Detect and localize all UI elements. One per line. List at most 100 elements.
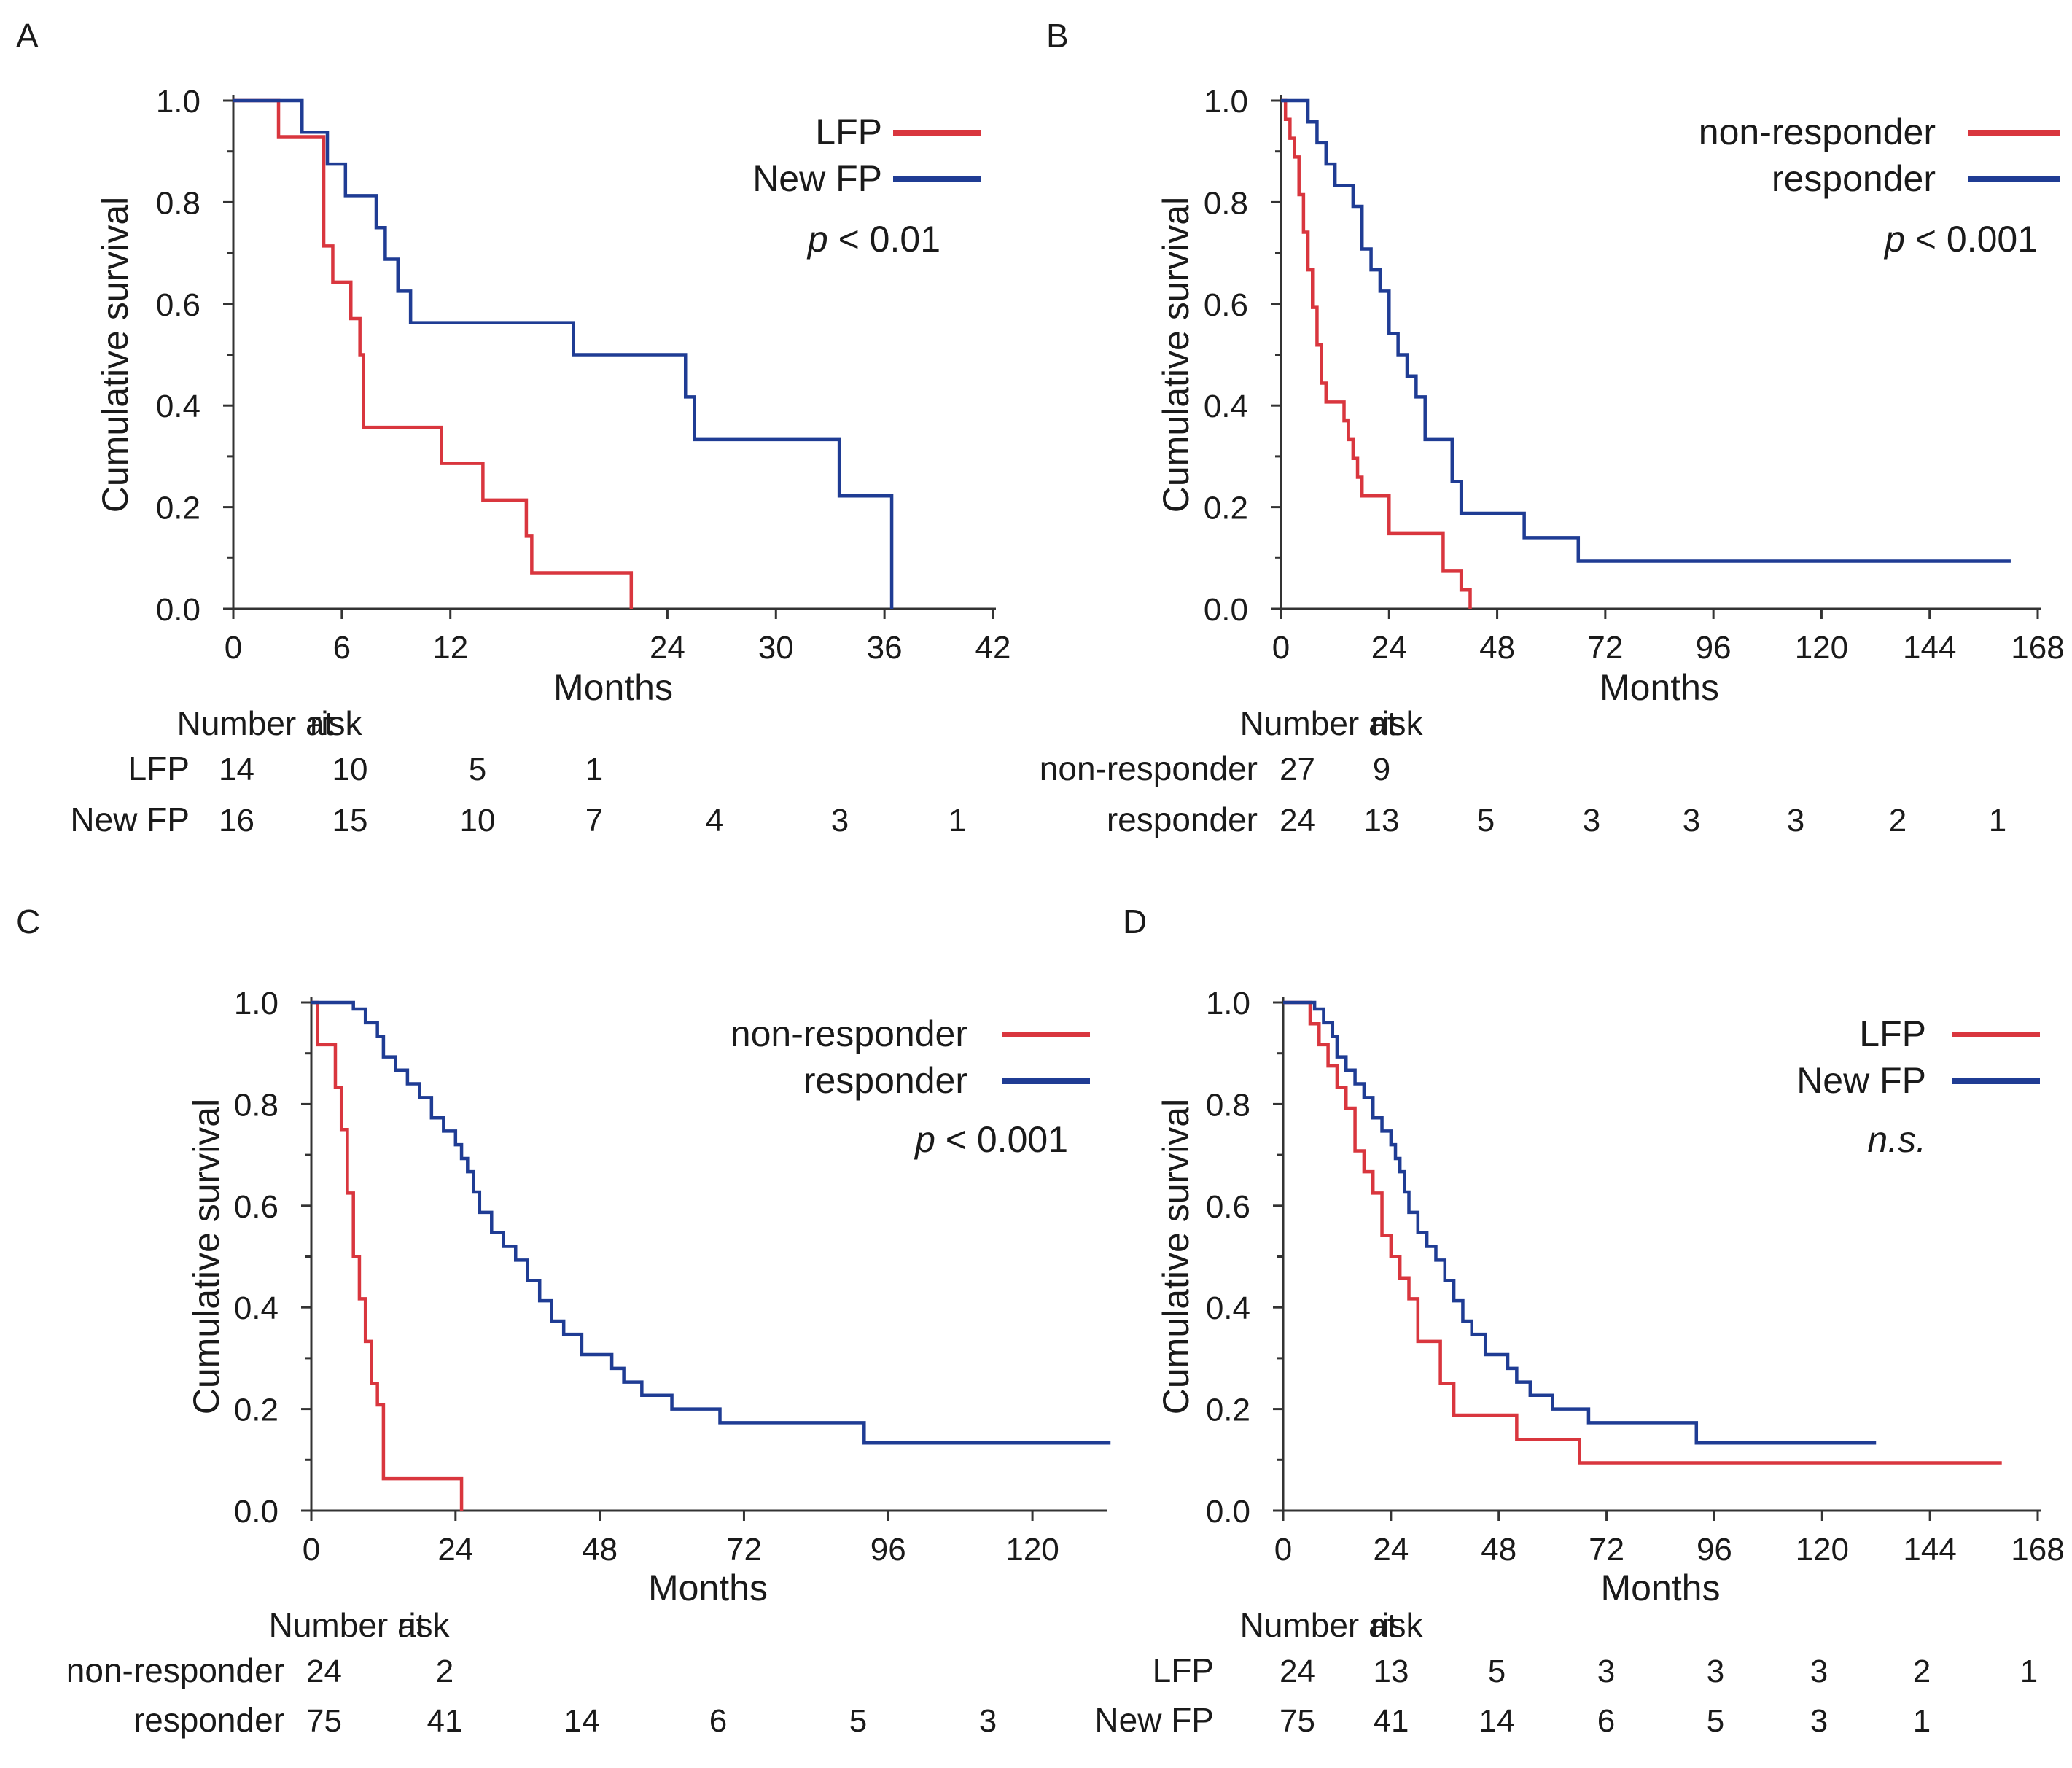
x-tick-label: 24 bbox=[650, 630, 685, 666]
y-tick-label: 0.4 bbox=[1206, 1290, 1250, 1326]
risk-count: 3 bbox=[1810, 1654, 1828, 1689]
x-tick-label: 12 bbox=[432, 630, 468, 666]
y-tick-label: 0.6 bbox=[156, 287, 200, 323]
y-tick-label: 0.2 bbox=[234, 1393, 279, 1428]
panel-label: B bbox=[1046, 17, 1069, 55]
x-tick-label: 96 bbox=[871, 1532, 906, 1568]
risk-count: 3 bbox=[1810, 1703, 1828, 1739]
risk-table-title: Number at bbox=[1240, 1606, 1397, 1644]
risk-count: 24 bbox=[1280, 1654, 1315, 1689]
risk-table-title: Number at bbox=[1240, 704, 1397, 742]
legend-label: responder bbox=[1772, 158, 1936, 199]
risk-count: 1 bbox=[585, 752, 603, 787]
survival-curve-non-responder bbox=[1281, 98, 1472, 609]
risk-table-title: risk bbox=[1371, 704, 1424, 742]
y-tick-label: 0.2 bbox=[1206, 1393, 1250, 1428]
risk-table-title: risk bbox=[1371, 1606, 1424, 1644]
risk-count: 2 bbox=[436, 1654, 453, 1689]
survival-curve-non-responder bbox=[311, 1000, 464, 1511]
x-tick-label: 96 bbox=[1697, 1532, 1732, 1568]
risk-count: 13 bbox=[1364, 803, 1400, 838]
y-tick-label: 1.0 bbox=[1204, 84, 1248, 120]
survival-curve-new-fp bbox=[1283, 1000, 1877, 1445]
risk-count: 3 bbox=[831, 803, 849, 838]
y-tick-label: 0.0 bbox=[1206, 1494, 1250, 1530]
risk-count: 1 bbox=[949, 803, 966, 838]
x-tick-label: 72 bbox=[1587, 630, 1623, 666]
risk-count: 3 bbox=[1683, 803, 1700, 838]
axes bbox=[1280, 95, 2041, 610]
p-value: p < 0.001 bbox=[914, 1119, 1068, 1160]
legend-label: non-responder bbox=[731, 1013, 967, 1054]
panel-label: D bbox=[1123, 903, 1147, 941]
panel-b: B 0.0 0.2 0.4 0.6 0.8 1.0 0 24 48 72 96 120 144 168 Mon… bbox=[1040, 17, 2065, 838]
y-tick-label: 0.8 bbox=[1204, 185, 1248, 221]
risk-count: 3 bbox=[1707, 1654, 1724, 1689]
x-tick-label: 24 bbox=[1373, 1532, 1409, 1568]
risk-count: 5 bbox=[849, 1703, 867, 1739]
risk-count: 5 bbox=[1707, 1703, 1724, 1739]
legend-label: LFP bbox=[815, 112, 882, 152]
x-axis-title: Months bbox=[648, 1568, 768, 1608]
y-tick-label: 0.2 bbox=[1204, 491, 1248, 526]
y-axis-title: Cumulative survival bbox=[1156, 1099, 1196, 1414]
risk-count: 75 bbox=[306, 1703, 342, 1739]
x-tick-label: 36 bbox=[867, 630, 903, 666]
x-tick-label: 24 bbox=[1371, 630, 1407, 666]
risk-count: 5 bbox=[1488, 1654, 1506, 1689]
survival-curve-responder bbox=[1281, 98, 2011, 563]
risk-row-label: LFP bbox=[1153, 1651, 1214, 1689]
risk-count: 3 bbox=[1583, 803, 1600, 838]
risk-count: 3 bbox=[1787, 803, 1804, 838]
y-tick-label: 0.8 bbox=[156, 185, 200, 221]
risk-count: 24 bbox=[1280, 803, 1315, 838]
x-tick-label: 30 bbox=[758, 630, 794, 666]
x-tick-label: 42 bbox=[975, 630, 1011, 666]
risk-count: 10 bbox=[460, 803, 496, 838]
p-value: n.s. bbox=[1867, 1119, 1926, 1160]
x-tick-label: 144 bbox=[1903, 630, 1956, 666]
y-tick-label: 1.0 bbox=[234, 986, 279, 1021]
x-tick-label: 24 bbox=[437, 1532, 473, 1568]
y-tick-label: 0.4 bbox=[234, 1290, 279, 1326]
y-tick-label: 0.6 bbox=[1206, 1189, 1250, 1225]
risk-count: 15 bbox=[332, 803, 368, 838]
survival-curve-responder bbox=[311, 1000, 1111, 1445]
risk-table-title: Number at bbox=[177, 704, 334, 742]
x-tick-label: 96 bbox=[1696, 630, 1732, 666]
x-tick-label: 72 bbox=[1589, 1532, 1624, 1568]
y-axis-title: Cumulative survival bbox=[186, 1099, 227, 1414]
survival-curve-lfp bbox=[233, 98, 634, 609]
risk-count: 24 bbox=[306, 1654, 342, 1689]
risk-count: 27 bbox=[1280, 752, 1315, 787]
x-tick-label: 0 bbox=[303, 1532, 320, 1568]
risk-row-label: non-responder bbox=[1040, 749, 1258, 787]
risk-count: 75 bbox=[1280, 1703, 1315, 1739]
risk-row-label: LFP bbox=[128, 749, 190, 787]
risk-row-label: responder bbox=[1107, 801, 1258, 838]
risk-table-title: Number at bbox=[269, 1606, 426, 1644]
risk-count: 10 bbox=[332, 752, 368, 787]
risk-count: 6 bbox=[709, 1703, 727, 1739]
panel-a: A 0.0 0.2 0.4 0.6 0.8 1.0 0 6 12 24 30 36 42 Months Cum… bbox=[16, 17, 1010, 838]
risk-count: 6 bbox=[1597, 1703, 1615, 1739]
legend-label: responder bbox=[803, 1060, 967, 1101]
risk-row-label: responder bbox=[133, 1701, 284, 1739]
y-tick-label: 0.2 bbox=[156, 491, 200, 526]
risk-count: 5 bbox=[1477, 803, 1495, 838]
x-tick-label: 0 bbox=[225, 630, 242, 666]
x-tick-label: 0 bbox=[1274, 1532, 1292, 1568]
y-tick-label: 0.4 bbox=[1204, 389, 1248, 424]
y-tick-label: 0.6 bbox=[1204, 287, 1248, 323]
axes bbox=[310, 997, 1107, 1512]
legend-label: New FP bbox=[752, 158, 882, 199]
x-tick-label: 120 bbox=[1005, 1532, 1059, 1568]
risk-count: 16 bbox=[219, 803, 254, 838]
survival-curve-new-fp bbox=[233, 98, 894, 609]
risk-row-label: New FP bbox=[70, 801, 190, 838]
panel-d: D 0.0 0.2 0.4 0.6 0.8 1.0 0 24 48 72 96 120 144 168 Mon… bbox=[1094, 903, 2064, 1739]
risk-count: 2 bbox=[1913, 1654, 1931, 1689]
risk-row-label: New FP bbox=[1094, 1701, 1214, 1739]
y-tick-label: 0.8 bbox=[1206, 1087, 1250, 1123]
panel-c: C 0.0 0.2 0.4 0.6 0.8 1.0 0 24 48 72 96 120 Months Cum… bbox=[16, 903, 1111, 1739]
